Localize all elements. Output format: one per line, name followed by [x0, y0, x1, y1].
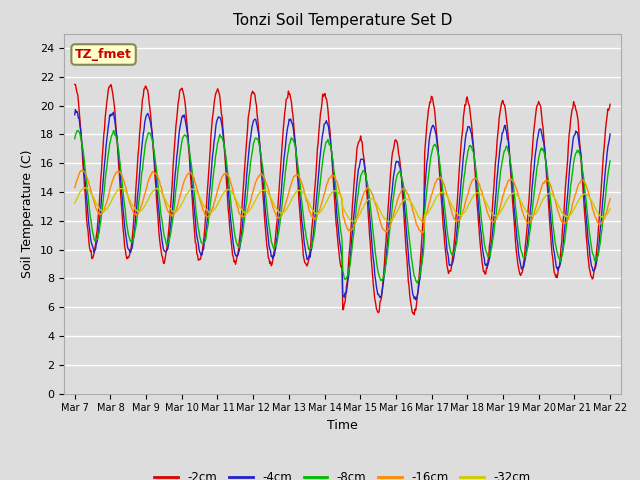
-4cm: [72, 107, 79, 113]
Legend: -2cm, -4cm, -8cm, -16cm, -32cm: -2cm, -4cm, -8cm, -16cm, -32cm: [150, 466, 535, 480]
-32cm: [71, 200, 79, 206]
-8cm: [109, 128, 117, 133]
-16cm: [606, 196, 614, 202]
-2cm: [408, 303, 415, 309]
-4cm: [136, 161, 144, 167]
-2cm: [136, 132, 143, 138]
-4cm: [606, 131, 614, 137]
Line: -2cm: -2cm: [75, 84, 610, 315]
-16cm: [81, 170, 89, 176]
-16cm: [191, 178, 198, 184]
-8cm: [81, 159, 88, 165]
-32cm: [81, 185, 89, 191]
-8cm: [408, 259, 416, 264]
-8cm: [606, 158, 614, 164]
-32cm: [419, 219, 427, 225]
-16cm: [77, 168, 85, 173]
-4cm: [412, 297, 420, 303]
-8cm: [71, 136, 79, 142]
-32cm: [424, 209, 432, 215]
-16cm: [408, 204, 416, 210]
-16cm: [418, 230, 426, 236]
-4cm: [408, 286, 416, 292]
-4cm: [191, 210, 198, 216]
-32cm: [408, 201, 416, 206]
-4cm: [219, 131, 227, 136]
-8cm: [424, 174, 432, 180]
-8cm: [413, 280, 421, 286]
-8cm: [191, 192, 198, 198]
-32cm: [219, 191, 227, 197]
X-axis label: Time: Time: [327, 419, 358, 432]
-8cm: [136, 186, 144, 192]
-8cm: [219, 137, 227, 143]
-2cm: [424, 115, 431, 120]
-32cm: [191, 187, 198, 193]
-2cm: [410, 312, 418, 318]
-2cm: [218, 115, 226, 120]
-2cm: [190, 220, 198, 226]
-16cm: [136, 206, 144, 212]
-4cm: [424, 146, 432, 152]
-4cm: [81, 178, 89, 183]
-16cm: [424, 203, 432, 209]
Text: TZ_fmet: TZ_fmet: [75, 48, 132, 61]
-16cm: [71, 185, 79, 191]
-2cm: [81, 181, 88, 187]
Line: -4cm: -4cm: [75, 110, 610, 300]
-16cm: [219, 173, 227, 179]
-32cm: [136, 208, 144, 214]
Title: Tonzi Soil Temperature Set D: Tonzi Soil Temperature Set D: [233, 13, 452, 28]
Line: -8cm: -8cm: [75, 131, 610, 283]
-2cm: [606, 101, 614, 107]
Line: -16cm: -16cm: [75, 170, 610, 233]
-32cm: [606, 206, 614, 212]
-32cm: [80, 185, 88, 191]
Line: -32cm: -32cm: [75, 188, 610, 222]
-2cm: [71, 82, 79, 87]
-4cm: [71, 112, 79, 118]
Y-axis label: Soil Temperature (C): Soil Temperature (C): [22, 149, 35, 278]
